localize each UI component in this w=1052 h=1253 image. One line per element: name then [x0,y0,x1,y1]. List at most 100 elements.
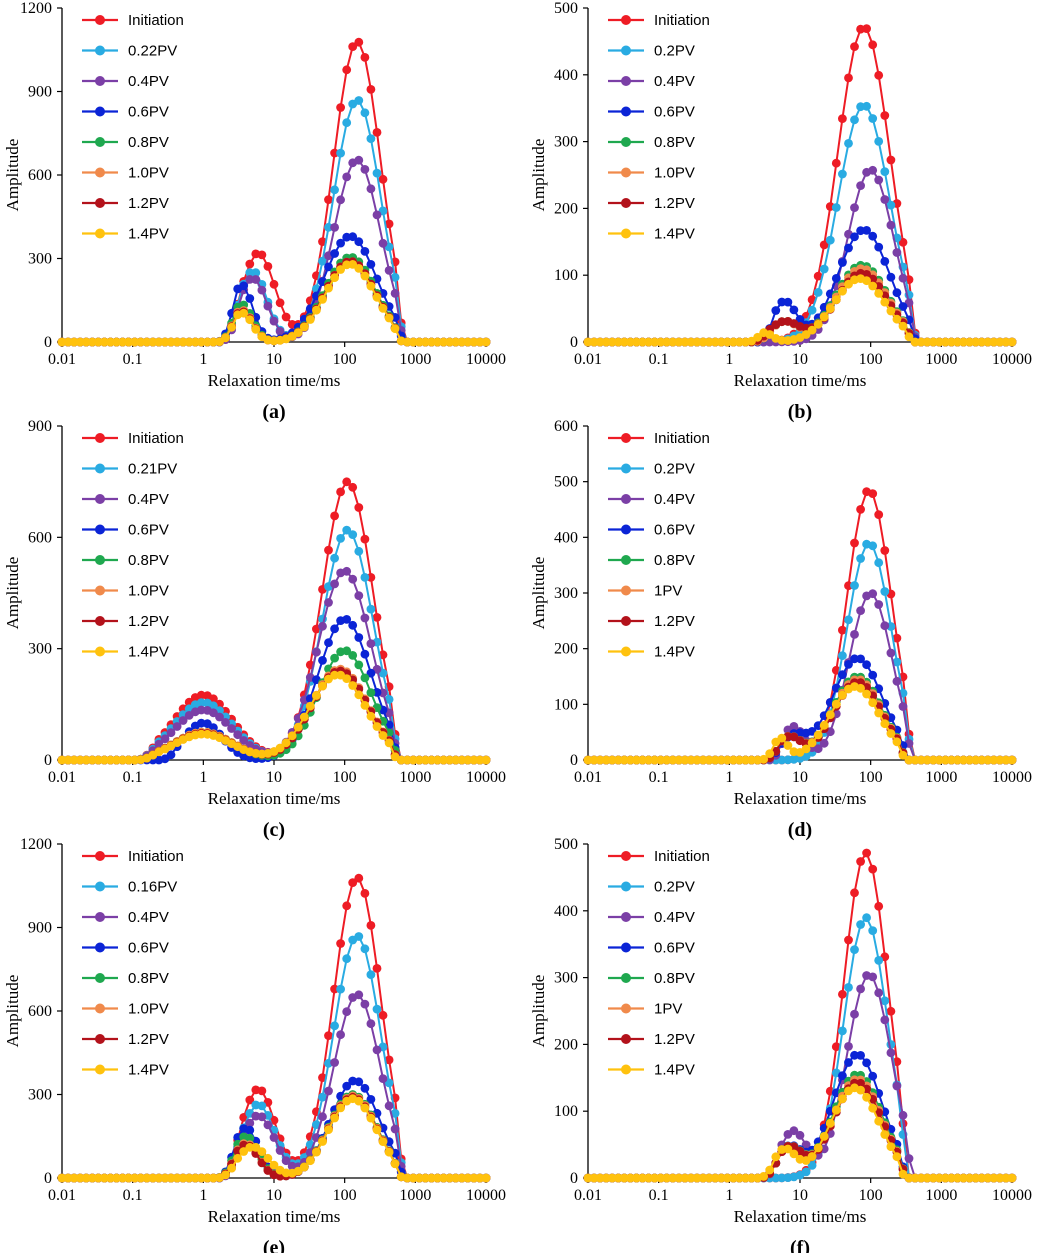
data-point [184,1173,194,1183]
x-tick-label: 10000 [992,351,1032,368]
legend-item: 0.4PV [82,491,169,508]
data-point [868,281,878,291]
data-point [372,613,382,622]
data-point [862,1058,871,1068]
data-point [354,264,364,273]
data-point [868,1103,878,1113]
data-point [583,1173,593,1183]
series-c-5 [57,646,491,765]
data-point [93,755,103,765]
data-point [178,1173,188,1183]
x-tick-label: 1 [199,769,207,786]
legend-item: 0.4PV [608,73,695,90]
data-point [710,1173,720,1183]
y-tick-label: 100 [554,267,578,284]
data-point [753,332,762,342]
data-point [330,249,339,258]
data-point [463,755,473,765]
data-point [263,1166,273,1175]
legend-item: Initiation [608,430,710,447]
data-point [668,755,678,765]
data-point [904,1173,914,1183]
data-point [692,755,702,765]
data-point [886,272,896,282]
y-tick-label: 500 [554,836,578,853]
series-d-1 [583,487,1017,765]
data-point [989,755,999,765]
data-point [880,195,890,204]
data-point [366,85,376,94]
y-tick-label: 600 [28,1003,52,1020]
data-point [874,600,884,609]
data-point [856,181,865,191]
series-e-8 [57,1094,491,1183]
data-point [838,625,847,635]
data-point [330,624,339,634]
data-point [813,1143,823,1153]
data-point [868,670,878,680]
data-point [324,545,333,555]
x-tick-label: 10000 [466,351,506,368]
data-point [281,1156,291,1166]
series-line [62,669,486,761]
data-point [825,235,835,245]
data-point [112,1173,121,1183]
data-point [100,755,109,765]
data-point [372,1004,382,1014]
data-point [771,306,781,315]
data-point [421,337,430,347]
legend-label: 1PV [654,1001,682,1018]
data-point [360,944,370,954]
x-axis-title-c: Relaxation time/ms [208,789,341,808]
data-point [1001,1173,1011,1183]
legend-item: 1.0PV [82,165,169,182]
data-point [124,337,133,347]
data-point [166,728,176,738]
x-tick-label: 100 [333,351,357,368]
panel-a: 0 300 600 900 1200 0.01 0.1 1 10 100 1000 10000 Rela… [0,0,526,423]
series-line [588,1082,1012,1179]
data-point [783,1144,793,1154]
data-point [263,301,273,311]
legend-marker [95,851,105,861]
data-point [759,1172,769,1181]
data-point [862,689,871,699]
data-point [862,276,871,286]
legend-marker [95,76,105,86]
data-point [100,1173,109,1183]
data-point [886,1142,896,1151]
legend-marker [95,646,105,657]
data-point [813,730,823,740]
data-point [989,1173,999,1183]
chart-f: 0 100 200 300 400 500 0.01 0.1 1 10 100 1000 10000 Re… [529,836,1032,1253]
data-point [324,598,333,607]
legend-label: Initiation [128,430,184,447]
data-point [360,1103,370,1113]
data-point [680,337,690,347]
legend-marker [95,942,105,953]
legend-item: 0.6PV [82,104,169,121]
data-point [257,285,267,295]
data-point [324,222,333,232]
data-point [880,621,890,631]
data-point [354,690,364,700]
data-point [245,1095,255,1105]
y-tick-label: 400 [554,67,578,84]
legend-item: 0.22PV [82,43,177,60]
legend-e: Initiation 0.16PV 0.4PV 0.6PV 0.8PV 1.0PV 1.2P… [82,848,184,1079]
legend-label: 1.4PV [654,1062,695,1079]
data-point [880,257,890,266]
data-point [299,322,309,332]
data-point [154,1173,164,1183]
legend-item: 0.16PV [82,879,177,896]
data-point [100,337,109,347]
data-point [831,203,841,212]
data-point [838,114,847,123]
data-point [892,248,902,257]
data-point [886,155,896,165]
series-line [62,570,486,761]
data-point [1007,755,1017,765]
data-point [390,1159,400,1169]
data-point [765,1165,775,1175]
legend-marker [621,524,631,535]
